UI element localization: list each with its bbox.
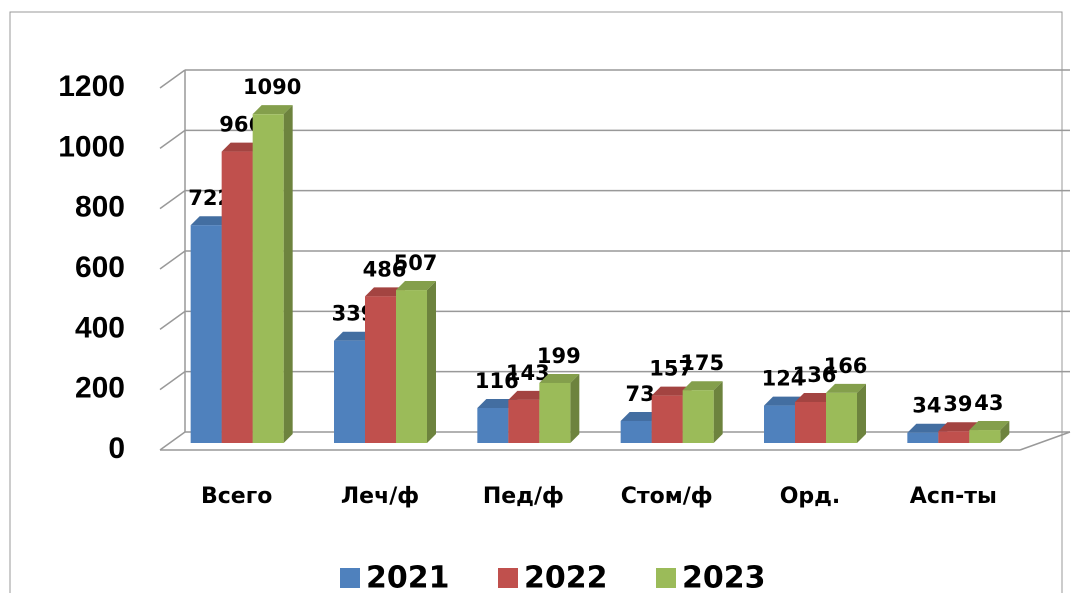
bar-top	[969, 421, 1010, 431]
bar-top	[651, 386, 692, 396]
bar-top	[764, 396, 804, 406]
y-tick-label: 400	[75, 311, 125, 344]
bar	[477, 408, 509, 443]
bar	[682, 390, 714, 443]
y-tick-label: 1200	[58, 70, 125, 103]
y-tick-label: 600	[75, 251, 125, 284]
bar-top	[795, 392, 835, 402]
data-label: 34	[912, 394, 941, 418]
bar	[396, 290, 427, 443]
x-tick-label: Асп-ты	[910, 484, 997, 509]
x-tick-label: Орд.	[780, 484, 841, 509]
bar	[764, 405, 795, 443]
grid-line	[159, 371, 186, 391]
y-tick-label: 800	[75, 191, 125, 224]
data-label: 136	[793, 363, 837, 387]
bar	[620, 420, 652, 443]
bar	[221, 151, 253, 443]
grid-line	[159, 190, 186, 210]
bar	[334, 340, 365, 443]
bar	[826, 392, 857, 443]
bar	[190, 225, 222, 443]
bar-side	[427, 281, 436, 443]
x-tick-label: Всего	[201, 484, 272, 509]
data-label: 199	[537, 344, 581, 368]
data-label: 175	[680, 351, 724, 375]
grid-line	[159, 129, 186, 149]
x-tick-label: Пед/ф	[483, 484, 564, 509]
legend-label: 2021	[366, 561, 450, 593]
legend-swatch	[498, 568, 518, 588]
bar	[969, 430, 1001, 443]
legend-swatch	[340, 568, 360, 588]
grid-line	[159, 431, 186, 451]
floor-line	[1019, 431, 1071, 451]
bar-top	[477, 399, 518, 409]
data-label: 124	[762, 367, 806, 391]
grid-line	[159, 69, 186, 89]
bar-side	[570, 373, 580, 443]
data-label: 166	[824, 354, 868, 378]
bar-top	[826, 383, 866, 393]
grid-line	[159, 250, 186, 270]
y-tick-label: 0	[108, 432, 125, 465]
bar-top	[334, 331, 374, 341]
bar-top	[190, 216, 231, 226]
bar	[252, 114, 284, 443]
bar-side	[1000, 421, 1010, 443]
bar-top	[938, 422, 979, 432]
bar	[938, 431, 970, 443]
bar	[508, 399, 540, 443]
x-tick-label: Леч/ф	[341, 484, 419, 509]
bar	[539, 382, 571, 443]
bar-top	[221, 142, 262, 152]
bar	[365, 296, 396, 443]
bar	[651, 395, 683, 443]
data-label: 1090	[243, 75, 301, 99]
bar	[907, 432, 939, 443]
bar-top	[508, 390, 549, 400]
bar-top	[682, 381, 723, 391]
y-tick-label: 1000	[58, 130, 125, 163]
data-label: 43	[974, 391, 1003, 415]
x-tick-label: Стом/ф	[621, 484, 713, 509]
legend-swatch	[656, 568, 676, 588]
bar-side	[713, 381, 723, 443]
y-tick-label: 200	[75, 372, 125, 405]
bar-top	[620, 411, 661, 421]
bar-top	[907, 423, 948, 433]
data-label: 39	[943, 392, 972, 416]
bar-top	[396, 281, 436, 291]
data-label: 507	[394, 251, 438, 275]
grid-line	[159, 310, 186, 330]
bar-top	[539, 373, 580, 383]
bar	[795, 401, 826, 443]
data-label: 73	[626, 382, 655, 406]
data-label: 116	[475, 369, 519, 393]
legend-label: 2022	[524, 561, 608, 593]
legend-label: 2023	[682, 561, 766, 593]
data-label: 486	[363, 257, 407, 281]
bar-top	[252, 105, 293, 115]
bar-side	[283, 105, 293, 443]
bar-side	[857, 383, 866, 443]
bar-top	[365, 287, 405, 297]
data-label: 157	[649, 357, 693, 381]
